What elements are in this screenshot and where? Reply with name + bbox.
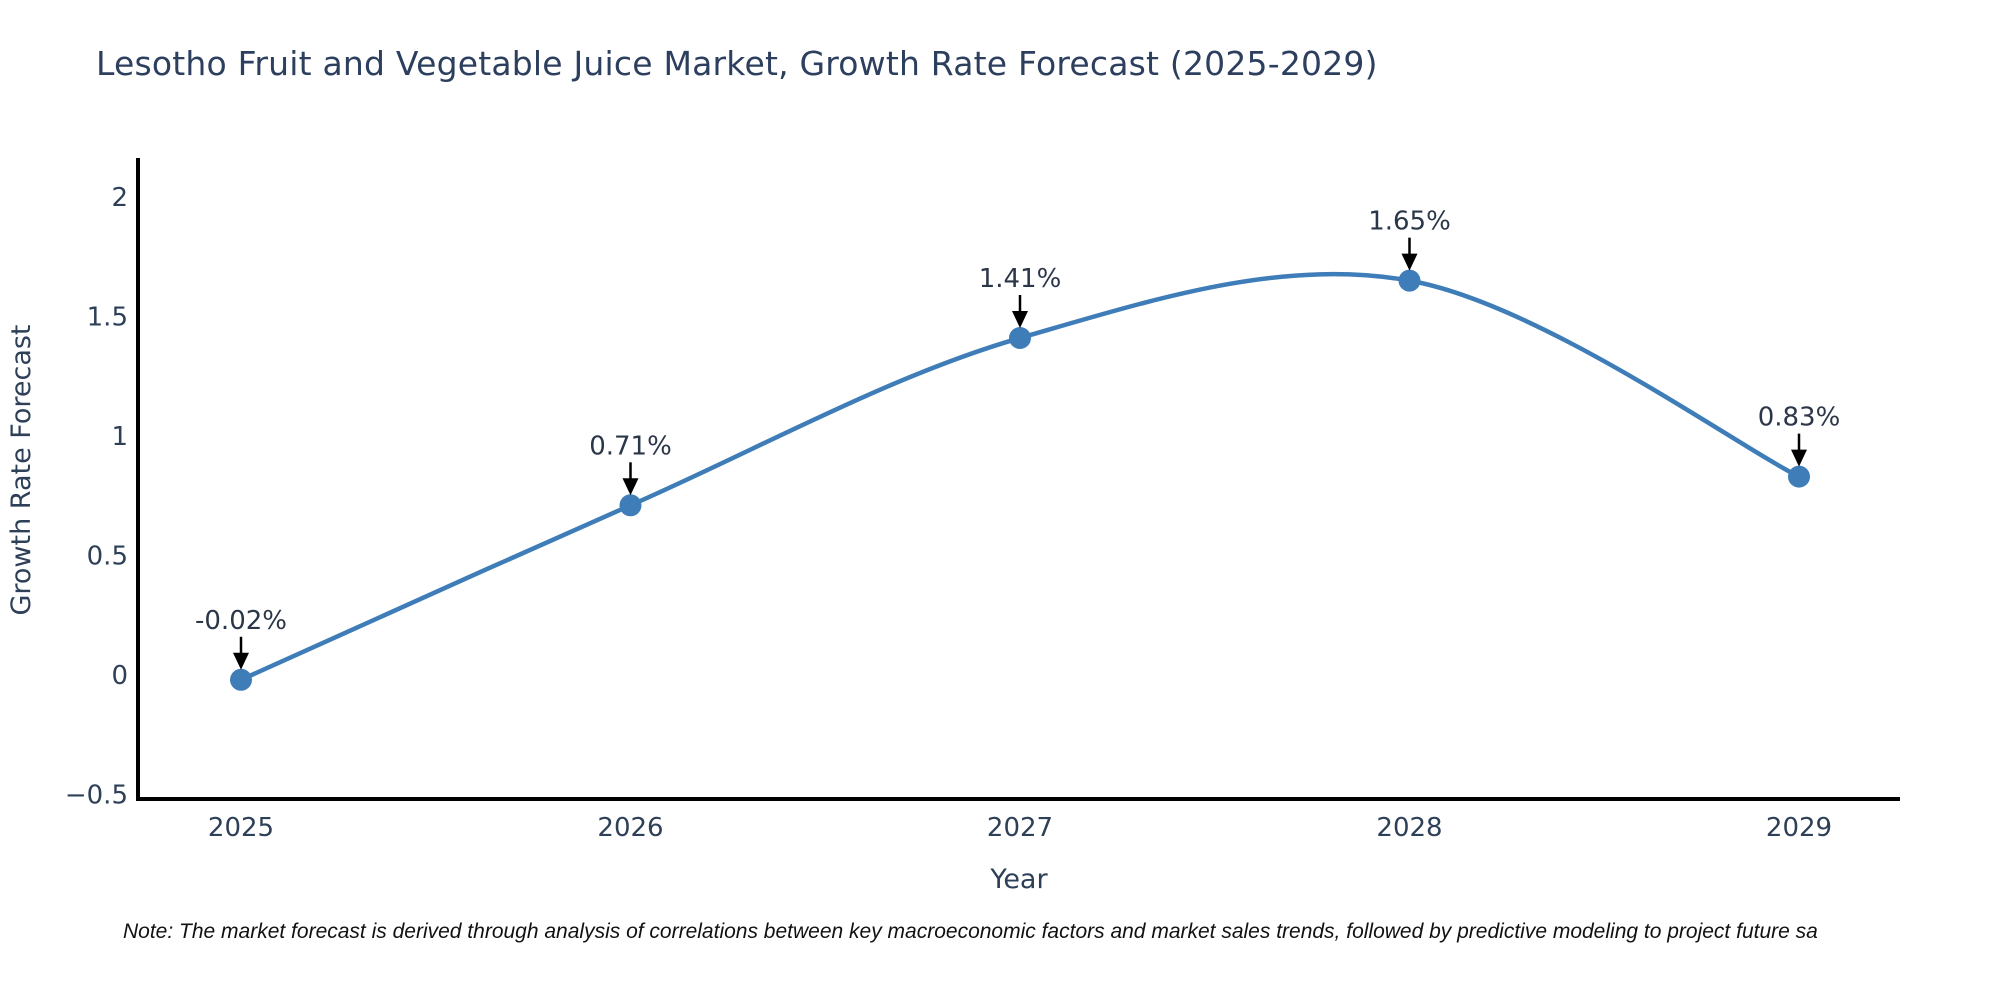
y-tick-label: 0 — [111, 661, 128, 691]
data-point-marker — [619, 494, 642, 517]
chart-title: Lesotho Fruit and Vegetable Juice Market… — [96, 44, 1378, 83]
x-tick-label: 2029 — [1766, 813, 1832, 843]
y-tick-label: 0.5 — [87, 542, 128, 572]
annotation-label: 1.65% — [1368, 207, 1451, 237]
annotation-label: 0.83% — [1758, 403, 1841, 433]
y-tick-label: 2 — [111, 183, 128, 213]
y-axis-title: Growth Rate Forecast — [6, 324, 37, 615]
x-tick-label: 2028 — [1376, 813, 1442, 843]
x-tick-label: 2025 — [208, 813, 274, 843]
y-tick-label: −0.5 — [65, 781, 128, 811]
annotation-label: -0.02% — [195, 606, 287, 636]
annotation-label: 1.41% — [979, 264, 1062, 294]
annotation-arrowhead-icon — [1401, 253, 1418, 271]
x-tick-label: 2027 — [987, 813, 1053, 843]
y-tick-label: 1 — [111, 422, 128, 452]
chart-note: Note: The market forecast is derived thr… — [123, 920, 1818, 943]
data-point-marker — [230, 668, 252, 691]
data-point-marker — [1009, 327, 1031, 350]
annotation-arrowhead-icon — [622, 478, 639, 496]
annotation-arrowhead-icon — [1012, 311, 1028, 329]
data-point-marker — [1398, 269, 1421, 292]
y-tick-label: 1.5 — [87, 303, 128, 333]
annotation-arrowhead-icon — [1791, 449, 1807, 467]
x-tick-label: 2026 — [597, 813, 663, 843]
data-point-marker — [1788, 465, 1810, 488]
annotation-label: 0.71% — [589, 431, 672, 461]
x-axis-title: Year — [989, 864, 1048, 895]
annotation-arrowhead-icon — [233, 652, 249, 670]
